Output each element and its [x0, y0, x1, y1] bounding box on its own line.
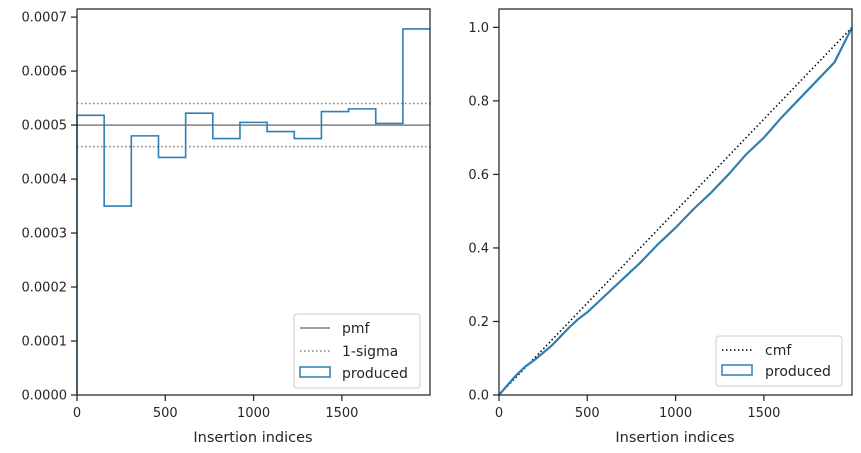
legend-produced-label-left: produced	[342, 366, 408, 382]
left-x-ticks: 0 500 1000 1500	[73, 395, 358, 421]
left-y-tick-label: 0.0004	[22, 173, 68, 188]
left-x-tick-label: 0	[73, 406, 81, 421]
legend-produced-swatch-left	[299, 366, 331, 378]
left-y-tick-label: 0.0006	[22, 65, 68, 80]
right-x-tick-label: 1000	[659, 406, 692, 421]
left-plot-marks	[76, 28, 430, 395]
left-y-tick-label: 0.0000	[22, 389, 68, 404]
left-x-tick-label: 1500	[325, 406, 358, 421]
left-x-axis-label: Insertion indices	[193, 430, 312, 446]
legend-pmf-label: pmf	[342, 321, 371, 337]
legend-produced-swatch-right	[721, 364, 753, 376]
left-x-tick-label: 1000	[237, 406, 270, 421]
legend-sigma-label: 1-sigma	[342, 344, 398, 360]
left-y-ticks: 0.0000 0.0001 0.0002 0.0003 0.0004 0.0005 0.00…	[22, 11, 77, 404]
left-y-tick-label: 0.0003	[22, 227, 68, 242]
right-x-axis-label: Insertion indices	[615, 430, 734, 446]
cmf-panel: 0 500 1000 1500 0.0 0.2 0.4 0.6 0.8 1.0 Insertio…	[468, 8, 853, 446]
right-y-tick-label: 0.0	[468, 389, 489, 404]
legend-produced-label-right: produced	[765, 364, 831, 380]
right-x-tick-label: 0	[495, 406, 503, 421]
right-y-tick-label: 0.2	[468, 315, 489, 330]
left-legend: pmf 1-sigma produced	[293, 313, 421, 389]
pmf-histogram-panel: 0 500 1000 1500 0.00000.00010.00020.00030.0…	[22, 8, 431, 446]
right-y-tick-label: 0.4	[468, 241, 489, 256]
left-y-tick-label: 0.0002	[22, 281, 68, 296]
produced-histogram-step	[76, 28, 430, 395]
left-x-tick-label: 500	[153, 406, 178, 421]
right-x-tick-label: 500	[575, 406, 600, 421]
cmf-line	[498, 26, 853, 396]
right-y-tick-label: 0.6	[468, 168, 489, 183]
right-x-ticks: 0 500 1000 1500	[495, 395, 780, 421]
right-legend: cmf produced	[715, 335, 843, 387]
produced-cumulative-line	[498, 26, 853, 396]
left-y-tick-label: 0.0005	[22, 119, 68, 134]
left-y-tick-label: 0.0001	[22, 335, 68, 350]
right-plot-marks	[498, 26, 853, 396]
left-y-tick-label: 0.0007	[22, 11, 68, 26]
right-legend-box	[715, 335, 843, 387]
left-legend-box	[293, 313, 421, 389]
right-x-tick-label: 1500	[747, 406, 780, 421]
right-y-tick-label: 1.0	[468, 21, 489, 36]
legend-cmf-label: cmf	[765, 343, 792, 359]
right-y-ticks: 0.0 0.2 0.4 0.6 0.8 1.0	[468, 21, 499, 404]
right-y-tick-label: 0.8	[468, 94, 489, 109]
